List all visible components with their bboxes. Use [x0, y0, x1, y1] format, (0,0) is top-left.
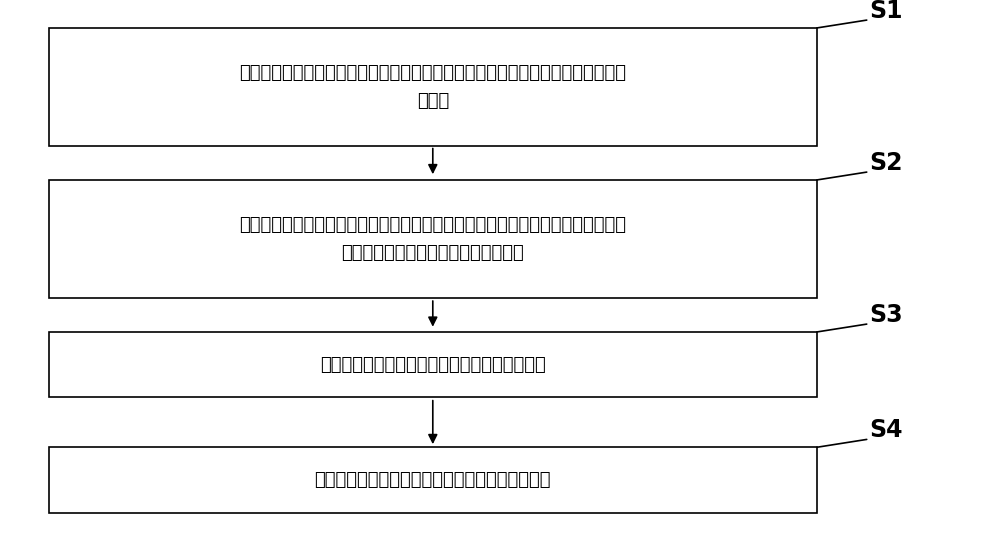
Bar: [49, 447, 817, 513]
Text: 当所述锌镍电池的电压充电至预设电压时，在所述初始电流的基础上，降低梯级数
据，直至所述初始电流降低至截止电流: 当所述锌镍电池的电压充电至预设电压时，在所述初始电流的基础上，降低梯级数 据，直…: [239, 216, 626, 262]
Text: 在满足预设条件下，停止对所述锌镍电池进行充电: 在满足预设条件下，停止对所述锌镍电池进行充电: [315, 471, 551, 489]
Text: 采用所述截止电流对所述锌镍电池进行恒流充电: 采用所述截止电流对所述锌镍电池进行恒流充电: [320, 356, 546, 373]
Bar: [49, 28, 817, 146]
Text: S3: S3: [870, 302, 903, 327]
Text: S2: S2: [870, 151, 903, 175]
Bar: [49, 332, 817, 397]
Text: 采用初始电流，对所述锌镍电池进行恒流充电，以使所述锌镍电池的电压充电至预
设电压: 采用初始电流，对所述锌镍电池进行恒流充电，以使所述锌镍电池的电压充电至预 设电压: [239, 64, 626, 110]
Text: S1: S1: [870, 0, 903, 23]
Bar: [49, 180, 817, 298]
Text: S4: S4: [870, 418, 903, 442]
